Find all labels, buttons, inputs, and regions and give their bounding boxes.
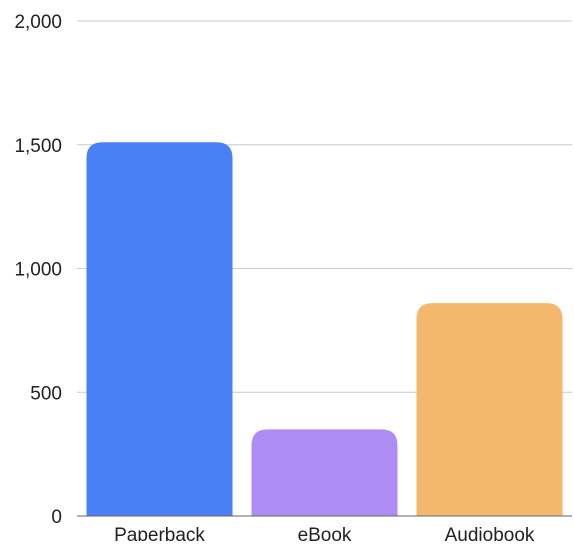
bar-ebook (251, 429, 398, 516)
y-tick-label: 1,500 (14, 136, 62, 157)
bar-audiobook (416, 303, 563, 516)
bar-paperback (86, 142, 233, 516)
y-tick-label: 2,000 (14, 12, 62, 33)
x-tick-label: eBook (298, 525, 352, 541)
x-tick-labels: Paperback eBook Audiobook (114, 525, 535, 546)
y-tick-label: 1,000 (14, 260, 62, 281)
y-tick-labels: 0 500 1,000 1,500 2,000 (14, 12, 62, 528)
y-tick-label: 0 (51, 507, 62, 528)
x-tick-label: Audiobook (445, 525, 535, 541)
bars (86, 142, 563, 516)
y-tick-label: 500 (30, 383, 62, 404)
x-tick-label: Paperback (114, 525, 205, 541)
